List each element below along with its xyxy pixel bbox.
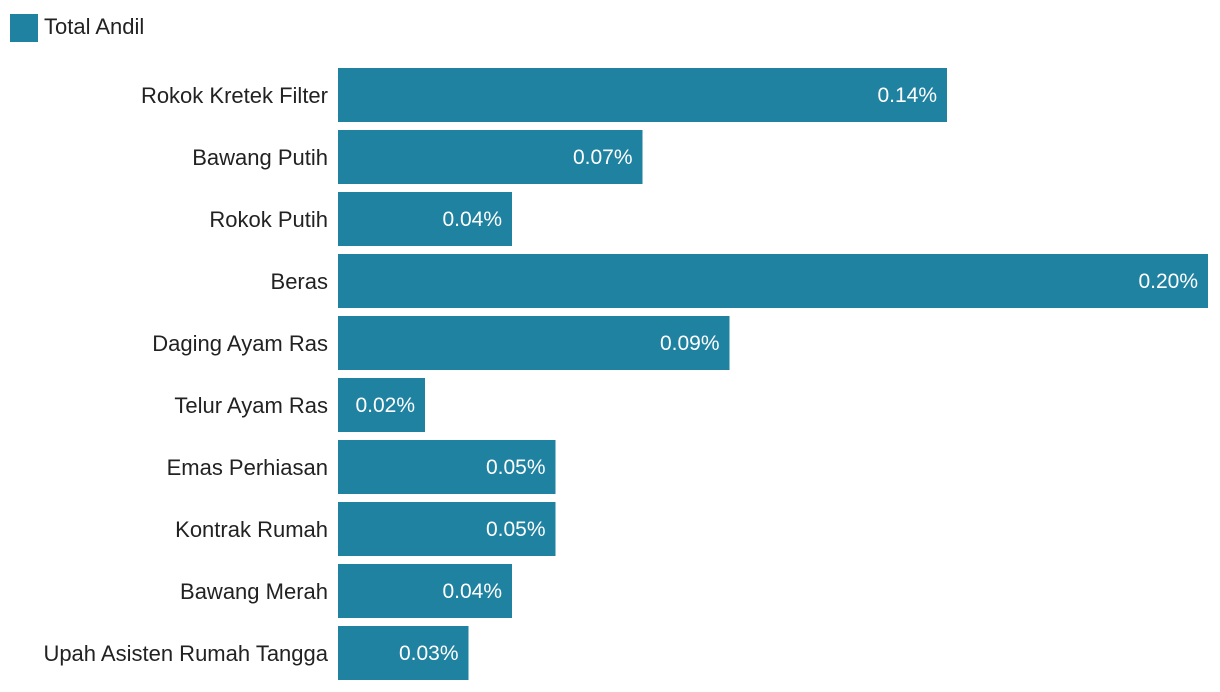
- category-label-upah-asisten-rumah-tangga: Upah Asisten Rumah Tangga: [43, 641, 328, 666]
- data-label-kontrak-rumah: 0.05%: [486, 518, 546, 541]
- bar-bawang-putih[interactable]: [338, 130, 643, 184]
- category-label-emas-perhiasan: Emas Perhiasan: [167, 455, 328, 480]
- bar-upah-asisten-rumah-tangga[interactable]: [338, 626, 469, 680]
- data-label-bawang-putih: 0.07%: [573, 146, 633, 169]
- bar-bawang-merah[interactable]: [338, 564, 512, 618]
- data-label-rokok-kretek-filter: 0.14%: [877, 84, 937, 107]
- bars-layer: Rokok Kretek Filter 0.14% Bawang Putih 0.07…: [43, 68, 1208, 680]
- legend-label-total-andil: Total Andil: [44, 14, 144, 39]
- data-label-telur-ayam-ras: 0.02%: [355, 394, 415, 417]
- data-label-emas-perhiasan: 0.05%: [486, 456, 546, 479]
- bar-beras[interactable]: [338, 254, 1208, 308]
- category-label-telur-ayam-ras: Telur Ayam Ras: [174, 393, 328, 418]
- data-label-beras: 0.20%: [1138, 270, 1198, 293]
- bar-kontrak-rumah[interactable]: [338, 502, 556, 556]
- category-label-daging-ayam-ras: Daging Ayam Ras: [152, 331, 328, 356]
- bar-daging-ayam-ras[interactable]: [338, 316, 730, 370]
- category-label-bawang-putih: Bawang Putih: [192, 145, 328, 170]
- category-label-kontrak-rumah: Kontrak Rumah: [175, 517, 328, 542]
- category-label-beras: Beras: [271, 269, 328, 294]
- data-label-daging-ayam-ras: 0.09%: [660, 332, 720, 355]
- legend: Total Andil: [10, 14, 144, 42]
- data-label-upah-asisten-rumah-tangga: 0.03%: [399, 642, 459, 665]
- bar-telur-ayam-ras[interactable]: [338, 378, 425, 432]
- data-label-bawang-merah: 0.04%: [442, 580, 502, 603]
- bar-rokok-putih[interactable]: [338, 192, 512, 246]
- category-label-rokok-putih: Rokok Putih: [209, 207, 328, 232]
- category-label-bawang-merah: Bawang Merah: [180, 579, 328, 604]
- bar-emas-perhiasan[interactable]: [338, 440, 556, 494]
- data-label-rokok-putih: 0.04%: [442, 208, 502, 231]
- bar-rokok-kretek-filter[interactable]: [338, 68, 947, 122]
- category-label-rokok-kretek-filter: Rokok Kretek Filter: [141, 83, 328, 108]
- legend-swatch: [10, 14, 38, 42]
